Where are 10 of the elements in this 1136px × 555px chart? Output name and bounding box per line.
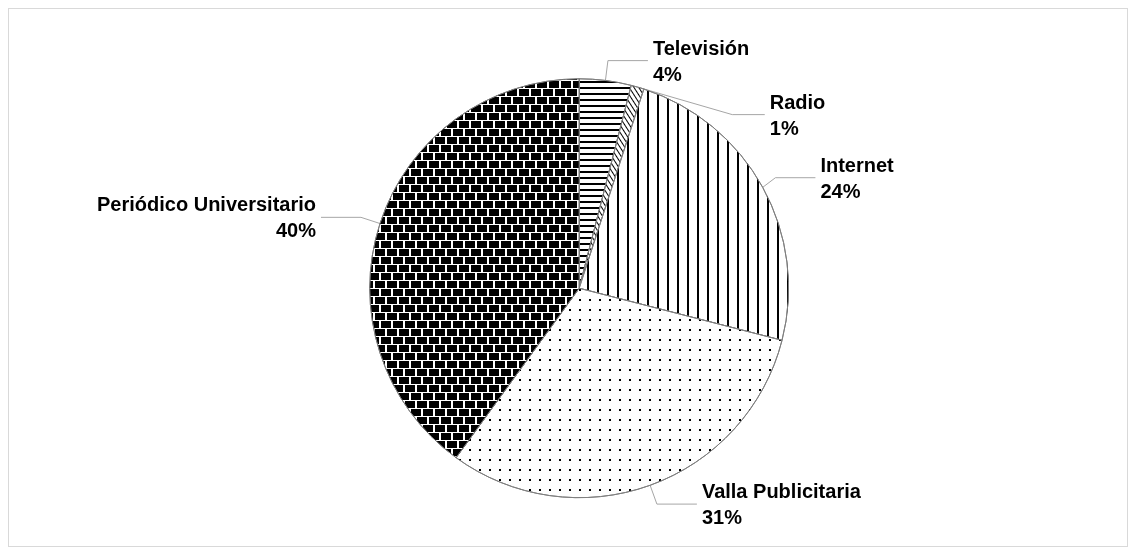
data-label: 24%: [820, 179, 861, 202]
data-label: 4%: [652, 62, 683, 85]
data-label: 40%: [275, 219, 317, 242]
slice-label: Radio: [769, 90, 826, 113]
slice-label: Periódico Universitario: [97, 193, 316, 216]
data-label: 31%: [701, 506, 743, 529]
slice-label: Valla Publicitaria: [701, 480, 862, 503]
slice-label: Televisión: [652, 36, 750, 59]
slice-label: Internet: [820, 153, 895, 176]
data-label: 1%: [769, 116, 799, 139]
